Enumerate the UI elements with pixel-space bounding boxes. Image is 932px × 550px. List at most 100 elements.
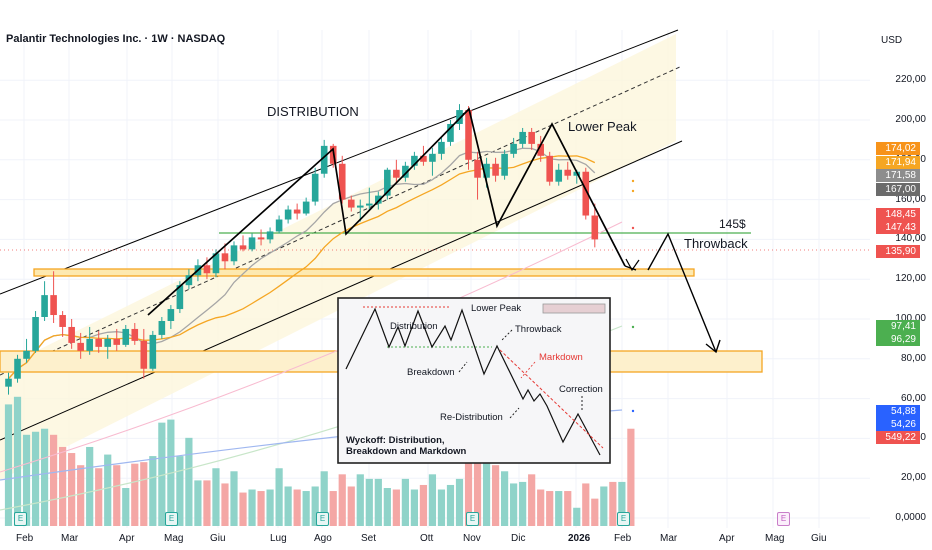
volume-bar — [104, 454, 112, 526]
earnings-marker[interactable]: E — [316, 512, 329, 526]
candle-body — [582, 171, 590, 216]
candle-body — [77, 342, 84, 351]
candle-body — [311, 173, 319, 202]
volume-bar — [374, 478, 382, 526]
candle-body — [546, 155, 553, 182]
volume-bar — [122, 488, 130, 526]
channel-mid-line — [0, 65, 683, 376]
x-tick-label: Giu — [210, 533, 226, 544]
x-tick-label: Giu — [811, 533, 827, 544]
candle-body — [284, 209, 292, 220]
candle-body — [95, 338, 102, 347]
price-badge: 171,58 — [876, 169, 920, 182]
volume-bar — [239, 492, 247, 526]
inset-correction-label: Correction — [559, 384, 603, 395]
volume-bar — [573, 507, 581, 526]
candle-body — [158, 320, 166, 335]
volume-bar — [464, 457, 473, 526]
volume-bar — [311, 486, 319, 526]
x-tick-label: Mar — [660, 533, 678, 544]
volume-bar — [68, 453, 76, 526]
candle-body — [338, 163, 346, 200]
candle-body — [537, 143, 544, 156]
candle-body — [293, 209, 301, 214]
earnings-marker[interactable]: E — [165, 512, 178, 526]
marker-dot — [631, 325, 635, 329]
candle-body — [122, 328, 130, 345]
candle-body — [510, 143, 517, 154]
candle-body — [375, 195, 382, 204]
y-tick-label: 220,00 — [895, 74, 926, 86]
x-tick-label: Set — [361, 533, 377, 544]
volume-bar — [347, 486, 355, 526]
volume-bar — [419, 484, 428, 526]
candle-body — [411, 155, 418, 166]
inset-markdown-line — [499, 349, 604, 449]
x-tick-label: 2026 — [568, 533, 591, 544]
candle-body — [50, 295, 57, 316]
volume-bar — [600, 486, 608, 526]
volume-bar — [22, 434, 31, 526]
earnings-marker[interactable]: E — [617, 512, 630, 526]
candle-body — [104, 338, 112, 347]
volume-bar — [428, 474, 437, 526]
volume-bar — [266, 489, 274, 526]
x-tick-label: Dic — [511, 533, 526, 544]
volume-bar — [491, 465, 500, 526]
volume-bar — [446, 484, 455, 526]
candle-body — [456, 110, 463, 124]
volume-bar — [275, 468, 283, 526]
y-tick-label: 160,00 — [895, 193, 926, 205]
volume-bar — [537, 489, 545, 526]
volume-bar — [392, 489, 400, 526]
candle-body — [384, 169, 391, 196]
candle-body — [501, 153, 508, 176]
candle-body — [5, 378, 12, 387]
inset-caption-line2: Breakdown and Markdown — [346, 446, 467, 457]
marker-dot — [631, 189, 635, 193]
candle-body — [167, 309, 175, 321]
volume-bar — [185, 437, 193, 526]
inset-wyckoff-path — [345, 307, 601, 456]
x-tick-label: Ott — [420, 533, 434, 544]
candle-body — [591, 215, 599, 240]
volume-bar — [591, 498, 599, 526]
candle-body — [230, 245, 238, 262]
volume-bar — [212, 468, 220, 526]
earnings-marker[interactable]: E — [777, 512, 790, 526]
candle-body — [266, 231, 274, 240]
candle-body — [302, 201, 310, 214]
price-badge: 147,43 — [876, 221, 920, 234]
candle-body — [257, 237, 265, 240]
volume-bar — [95, 468, 103, 526]
volume-bar — [131, 463, 139, 526]
volume-bar — [4, 404, 13, 526]
volume-bar — [618, 481, 626, 526]
candle-body — [41, 295, 48, 318]
price-badge: 171,94 — [876, 156, 920, 169]
volume-bar — [546, 491, 554, 526]
candle-body — [564, 169, 572, 176]
earnings-marker[interactable]: E — [466, 512, 479, 526]
ma-short-line — [8, 147, 596, 380]
candle-body — [402, 165, 409, 178]
volume-bar — [248, 489, 256, 526]
volume-bar — [13, 396, 22, 526]
volume-bar — [59, 446, 67, 526]
support-zone-upper — [33, 268, 695, 277]
y-tick-label: 0,0000 — [895, 512, 926, 523]
earnings-marker[interactable]: E — [14, 512, 27, 526]
price-badge: 549,22 M — [876, 431, 920, 456]
volume-bar — [410, 489, 418, 526]
x-tick-label: Lug — [270, 533, 287, 544]
volume-bar — [149, 456, 157, 526]
y-tick-label: 200,00 — [895, 114, 926, 125]
inset-redistribution-label: Re-Distribution — [440, 412, 503, 423]
distribution-annotation: DISTRIBUTION — [267, 104, 359, 119]
volume-bar — [519, 481, 527, 526]
marker-dot — [631, 179, 635, 183]
volume-bar — [564, 491, 572, 526]
inset-lower-peak-label: Lower Peak — [471, 303, 522, 314]
x-tick-label: Feb — [16, 533, 34, 544]
